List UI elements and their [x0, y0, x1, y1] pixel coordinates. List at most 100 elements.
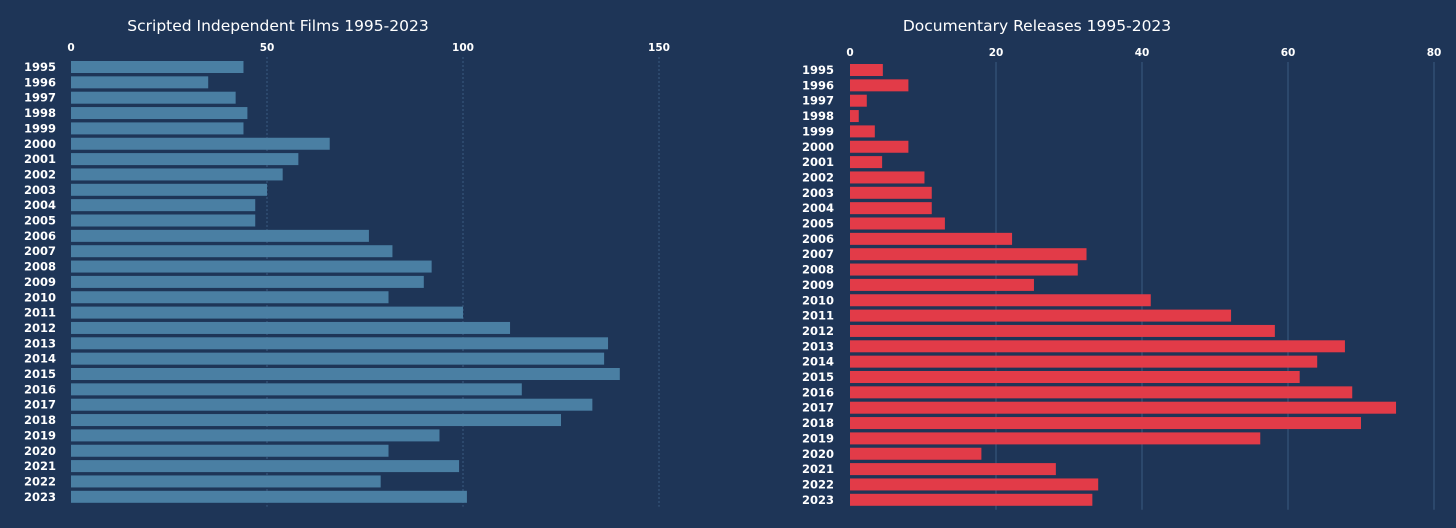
bar	[71, 229, 369, 242]
y-tick-label: 2007	[24, 244, 56, 258]
y-tick-label: 2009	[802, 278, 834, 292]
y-tick-label: 1998	[24, 106, 56, 120]
y-tick-label: 2014	[24, 352, 56, 366]
bar	[850, 355, 1318, 368]
y-tick-label: 2011	[24, 306, 56, 320]
y-tick-label: 2015	[802, 370, 834, 384]
y-tick-label: 1999	[802, 124, 834, 138]
bar	[850, 417, 1361, 430]
y-tick-label: 2002	[802, 170, 834, 184]
y-tick-label: 2003	[802, 186, 834, 200]
y-tick-label: 2010	[24, 290, 56, 304]
bar	[71, 91, 236, 104]
bar	[71, 398, 593, 411]
bar	[71, 76, 209, 89]
y-tick-label: 2017	[24, 398, 56, 412]
y-tick-label: 2002	[24, 167, 56, 181]
y-tick-label: 2020	[802, 447, 834, 461]
x-tick-label: 100	[452, 42, 474, 54]
y-tick-label: 2018	[24, 413, 56, 427]
bar	[850, 371, 1300, 383]
bar	[71, 199, 256, 212]
bar	[71, 245, 393, 258]
bar	[71, 260, 432, 273]
bar	[71, 444, 389, 457]
y-tick-label: 2010	[802, 293, 834, 307]
bar	[71, 337, 609, 350]
y-tick-label: 1997	[802, 94, 834, 108]
y-tick-label: 2021	[24, 459, 56, 473]
bar	[71, 490, 467, 503]
y-tick-label: 1998	[802, 109, 834, 123]
y-tick-label: 2003	[24, 183, 56, 197]
y-tick-label: 2014	[802, 355, 834, 369]
y-tick-label: 2017	[802, 401, 834, 415]
chart-title: Documentary Releases 1995-2023	[903, 17, 1171, 35]
bar	[850, 447, 982, 460]
bar	[850, 140, 909, 153]
bar	[850, 340, 1345, 353]
y-tick-label: 2019	[24, 428, 56, 442]
y-tick-label: 2006	[24, 229, 56, 243]
y-tick-label: 1995	[802, 63, 834, 77]
y-tick-label: 2000	[24, 137, 56, 151]
bar	[71, 383, 522, 396]
bar	[71, 475, 381, 488]
bar	[850, 324, 1275, 337]
y-tick-label: 2004	[24, 198, 56, 212]
y-tick-label: 1997	[24, 91, 56, 105]
bar	[71, 107, 248, 120]
x-tick-label: 0	[67, 42, 74, 54]
x-tick-label: 0	[846, 47, 853, 59]
chart-title: Scripted Independent Films 1995-2023	[127, 17, 428, 35]
bar	[71, 460, 460, 473]
bar	[71, 414, 561, 427]
bar	[850, 186, 932, 199]
y-tick-label: 2001	[802, 155, 834, 169]
bar	[850, 79, 909, 92]
y-tick-label: 2023	[802, 493, 834, 507]
y-tick-label: 2013	[24, 336, 56, 350]
bar	[850, 294, 1151, 307]
y-tick-label: 2023	[24, 490, 56, 504]
y-tick-label: 2011	[802, 309, 834, 323]
bar	[850, 156, 883, 169]
bar	[850, 263, 1078, 276]
bar	[850, 386, 1353, 399]
x-tick-label: 60	[1281, 47, 1296, 59]
x-tick-label: 20	[989, 47, 1004, 59]
y-tick-label: 1995	[24, 60, 56, 74]
y-tick-label: 2008	[802, 263, 834, 277]
y-tick-label: 1996	[24, 75, 56, 89]
y-tick-label: 2008	[24, 260, 56, 274]
y-tick-label: 2004	[802, 201, 834, 215]
y-tick-label: 2012	[802, 324, 834, 338]
bar	[850, 432, 1261, 445]
bar	[71, 122, 244, 135]
bar	[850, 309, 1232, 322]
y-tick-label: 2000	[802, 140, 834, 154]
x-tick-label: 80	[1427, 47, 1442, 59]
bar	[71, 275, 424, 288]
bar	[850, 248, 1087, 261]
bar	[850, 94, 867, 107]
bar	[71, 352, 605, 365]
y-tick-label: 2019	[802, 431, 834, 445]
bar	[850, 110, 859, 123]
bar	[850, 478, 1099, 491]
x-tick-label: 40	[1135, 47, 1150, 59]
bar	[71, 429, 440, 442]
y-tick-label: 2022	[24, 474, 56, 488]
x-tick-label: 150	[648, 42, 670, 54]
bar	[71, 61, 244, 73]
chart-documentary: Documentary Releases 1995-2023 0 20 40 60 80 1…	[802, 17, 1441, 510]
bar	[71, 306, 463, 319]
bar	[850, 217, 945, 230]
bar	[71, 368, 620, 380]
y-tick-label: 1999	[24, 121, 56, 135]
bar	[71, 137, 330, 150]
y-tick-label: 2005	[802, 217, 834, 231]
y-tick-label: 2022	[802, 477, 834, 491]
y-tick-label: 1996	[802, 78, 834, 92]
bar	[71, 291, 389, 304]
